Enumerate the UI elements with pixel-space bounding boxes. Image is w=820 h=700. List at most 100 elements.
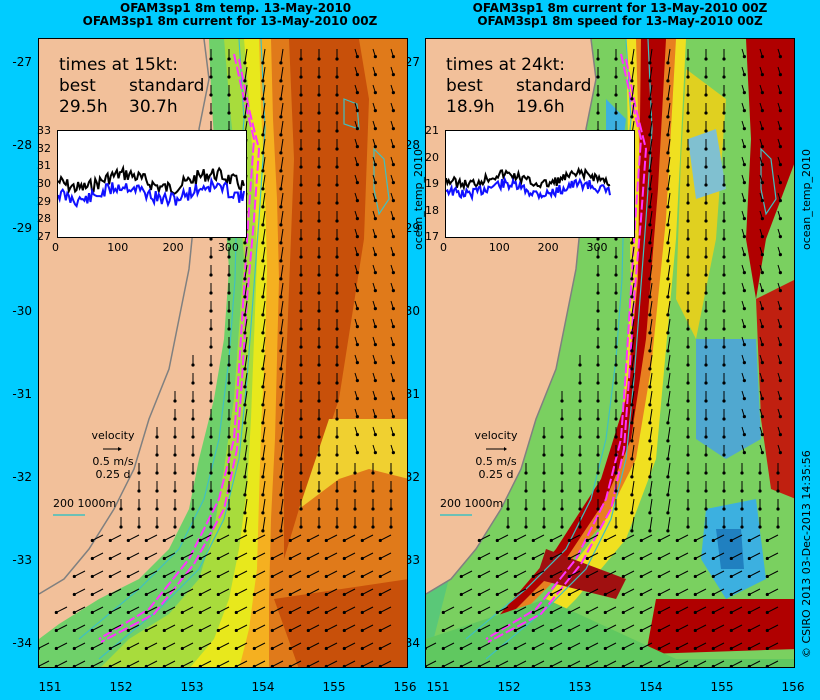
current-arrow <box>713 606 725 613</box>
current-arrow-head <box>261 241 265 245</box>
current-arrow-head <box>261 529 265 533</box>
current-arrow-head <box>742 199 746 203</box>
current-arrow-head <box>378 664 382 667</box>
temperature-map-panel[interactable]: times at 15kt: best standard 29.5h 30.7h v… <box>38 38 408 668</box>
current-arrow <box>551 552 563 559</box>
current-arrow-head <box>72 610 76 615</box>
current-arrow-head <box>742 361 746 365</box>
current-arrow-head <box>216 574 220 579</box>
current-arrow <box>649 462 653 477</box>
current-arrow <box>308 570 320 577</box>
current-arrow-head <box>355 109 359 113</box>
current-arrow <box>262 66 266 81</box>
current-arrow-head <box>391 433 395 437</box>
current-arrow-head <box>747 646 751 651</box>
current-arrow-head <box>243 385 247 389</box>
current-arrow <box>649 120 653 135</box>
current-arrow-head <box>531 592 535 597</box>
inset-x-tick: 300 <box>586 241 608 254</box>
current-arrow-head <box>630 61 634 65</box>
current-arrow-head <box>373 181 377 185</box>
current-arrow-head <box>711 664 715 667</box>
current-arrow <box>713 660 725 667</box>
current-arrow <box>272 570 284 577</box>
current-arrow-head <box>288 538 292 543</box>
current-arrow <box>659 642 671 649</box>
current-arrow <box>587 552 599 559</box>
current-arrow-head <box>378 610 382 615</box>
current-arrow-head <box>495 628 499 633</box>
current-arrow-head <box>729 592 733 597</box>
current-arrow-head <box>389 489 393 493</box>
current-arrow-head <box>306 556 310 561</box>
current-arrow-head <box>227 273 231 277</box>
current-arrow <box>587 660 599 667</box>
current-arrow <box>262 462 266 477</box>
current-arrow-head <box>261 403 265 407</box>
current-arrow-head <box>648 97 652 101</box>
current-arrow-head <box>270 628 274 633</box>
current-arrow-head <box>596 255 600 259</box>
current-arrow <box>146 660 158 667</box>
current-arrow-head <box>261 295 265 299</box>
current-arrow-head <box>373 415 377 419</box>
current-arrow-head <box>760 55 764 59</box>
current-arrow-head <box>765 556 769 561</box>
inset-y-tick: 33 <box>37 124 51 137</box>
current-arrow <box>380 588 392 595</box>
current-arrow-head <box>675 574 679 579</box>
current-arrow-head <box>335 165 339 169</box>
current-arrow <box>262 336 266 351</box>
current-arrow <box>280 516 284 531</box>
current-arrow-head <box>288 646 292 651</box>
current-arrow <box>164 534 176 541</box>
current-arrow-head <box>373 145 377 149</box>
current-arrow-head <box>666 97 670 101</box>
current-arrow-head <box>760 145 764 149</box>
current-arrow <box>262 102 266 117</box>
current-arrow <box>533 588 545 595</box>
current-arrow-head <box>261 331 265 335</box>
current-arrow-head <box>335 435 339 439</box>
current-arrow-head <box>373 397 377 401</box>
current-arrow-head <box>614 75 618 79</box>
current-arrow-head <box>542 435 546 439</box>
current-arrow-head <box>324 592 328 597</box>
current-arrow <box>344 642 356 649</box>
current-arrow <box>631 318 635 333</box>
current-arrow-head <box>603 574 607 579</box>
current-arrow-head <box>39 647 40 650</box>
current-arrow-head <box>704 93 708 97</box>
current-arrow-head <box>742 307 746 311</box>
current-arrow-head <box>144 664 148 667</box>
current-arrow-head <box>596 363 600 367</box>
current-arrow-head <box>173 507 177 511</box>
current-arrow <box>749 642 761 649</box>
current-arrow <box>262 390 266 405</box>
inset-y-tick: 20 <box>425 150 439 164</box>
inset-y-tick: 31 <box>37 159 51 173</box>
current-arrow-head <box>155 489 159 493</box>
current-arrow-head <box>216 556 220 561</box>
current-arrow <box>308 534 320 541</box>
current-arrow <box>731 624 743 631</box>
current-arrow <box>262 174 266 189</box>
current-arrow-head <box>704 255 708 259</box>
current-arrow-head <box>729 628 733 633</box>
current-arrow-head <box>704 525 708 529</box>
current-arrow <box>236 570 248 577</box>
current-arrow <box>290 552 302 559</box>
current-arrow <box>677 642 689 649</box>
current-arrow-head <box>567 538 571 543</box>
current-arrow-head <box>758 525 762 529</box>
current-arrow-head <box>279 115 283 119</box>
current-arrow-head <box>279 187 283 191</box>
current-arrow-head <box>324 574 328 579</box>
current-arrow-head <box>355 91 359 95</box>
current-arrow-head <box>299 489 303 493</box>
current-arrow-head <box>317 489 321 493</box>
current-arrow-head <box>209 381 213 385</box>
current-arrow <box>254 660 266 667</box>
current-arrow-head <box>722 111 726 115</box>
current-arrow <box>128 534 140 541</box>
